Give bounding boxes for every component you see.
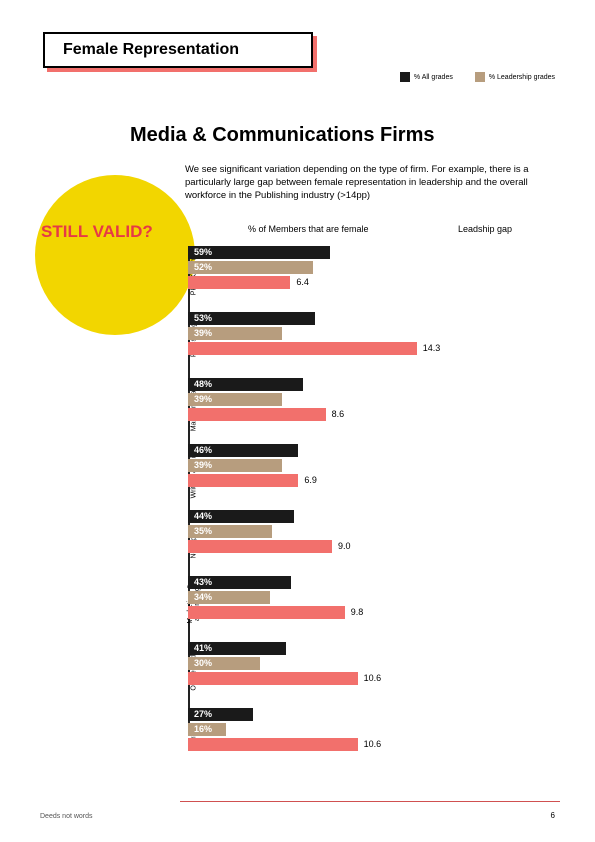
bar-all: 53%: [188, 312, 315, 325]
bar-gap: 6.4: [188, 276, 290, 289]
bar-leader-value: 35%: [194, 526, 212, 536]
bar-gap-value: 9.8: [351, 607, 364, 617]
bar-gap-value: 9.0: [338, 541, 351, 551]
page-number: 6: [551, 811, 555, 820]
bar-gap: 14.3: [188, 342, 417, 355]
bar-gap-value: 8.6: [332, 409, 345, 419]
bar-leader: 39%: [188, 459, 282, 472]
bar-gap: 10.6: [188, 672, 358, 685]
chart-group: Newspape rs44%35%9.0: [188, 510, 558, 566]
bar-all-value: 43%: [194, 577, 212, 587]
bar-all-value: 48%: [194, 379, 212, 389]
bar-all-value: 27%: [194, 709, 212, 719]
bar-chart: PR & Comms59%52%6.4Publishi ng53%39%14.3…: [188, 246, 558, 774]
legend-all: % All grades: [400, 72, 453, 82]
bar-all-value: 41%: [194, 643, 212, 653]
bar-all: 43%: [188, 576, 291, 589]
callout-text: STILL VALID?: [35, 222, 195, 242]
bar-leader-value: 39%: [194, 394, 212, 404]
bar-gap: 9.0: [188, 540, 332, 553]
chart-header-left: % of Members that are female: [248, 224, 369, 234]
bar-all-value: 46%: [194, 445, 212, 455]
chart-group: Marketin g & advertising43%34%9.8: [188, 576, 558, 632]
legend-leader-label: % Leadership grades: [489, 74, 555, 81]
bar-gap-value: 6.9: [304, 475, 317, 485]
bar-leader: 52%: [188, 261, 313, 274]
chart-group: Printin g27%16%10.6: [188, 708, 558, 764]
bar-leader: 16%: [188, 723, 226, 736]
footer-left: Deeds not words: [40, 813, 93, 820]
chart-group: Publishi ng53%39%14.3: [188, 312, 558, 368]
bar-leader: 35%: [188, 525, 272, 538]
bar-leader: 34%: [188, 591, 270, 604]
bar-leader-value: 16%: [194, 724, 212, 734]
bar-leader: 30%: [188, 657, 260, 670]
bar-gap-value: 14.3: [423, 343, 441, 353]
callout-circle: [35, 175, 195, 335]
bar-gap: 9.8: [188, 606, 345, 619]
bar-gap: 8.6: [188, 408, 326, 421]
chart-group: Market research48%39%8.6: [188, 378, 558, 434]
bar-leader-value: 39%: [194, 328, 212, 338]
chart-group: Writin g & editing46%39%6.9: [188, 444, 558, 500]
bar-gap: 10.6: [188, 738, 358, 751]
bar-gap-value: 6.4: [296, 277, 309, 287]
page-title: Female Representation: [63, 41, 239, 59]
bar-all-value: 53%: [194, 313, 212, 323]
legend-all-label: % All grades: [414, 74, 453, 81]
bar-leader: 39%: [188, 327, 282, 340]
bar-all: 59%: [188, 246, 330, 259]
bar-leader-value: 52%: [194, 262, 212, 272]
bar-gap: 6.9: [188, 474, 298, 487]
chart-header-right: Leadship gap: [458, 224, 512, 234]
legend-swatch-all: [400, 72, 410, 82]
section-title: Media & Communications Firms: [130, 124, 435, 147]
legend-leader: % Leadership grades: [475, 72, 555, 82]
bar-all: 46%: [188, 444, 298, 457]
bar-leader: 39%: [188, 393, 282, 406]
chart-group: PR & Comms59%52%6.4: [188, 246, 558, 302]
bar-all-value: 44%: [194, 511, 212, 521]
bar-leader-value: 30%: [194, 658, 212, 668]
bar-all: 27%: [188, 708, 253, 721]
legend: % All grades % Leadership grades: [400, 72, 555, 82]
bar-all-value: 59%: [194, 247, 212, 257]
bar-all: 41%: [188, 642, 286, 655]
bar-leader-value: 39%: [194, 460, 212, 470]
bar-all: 44%: [188, 510, 294, 523]
bar-gap-value: 10.6: [364, 739, 382, 749]
intro-text: We see significant variation depending o…: [185, 164, 555, 202]
bar-leader-value: 34%: [194, 592, 212, 602]
bar-all: 48%: [188, 378, 303, 391]
chart-group: Online media41%30%10.6: [188, 642, 558, 698]
bottom-rule: [180, 801, 560, 802]
legend-swatch-leader: [475, 72, 485, 82]
bar-gap-value: 10.6: [364, 673, 382, 683]
title-box: Female Representation: [43, 32, 313, 68]
